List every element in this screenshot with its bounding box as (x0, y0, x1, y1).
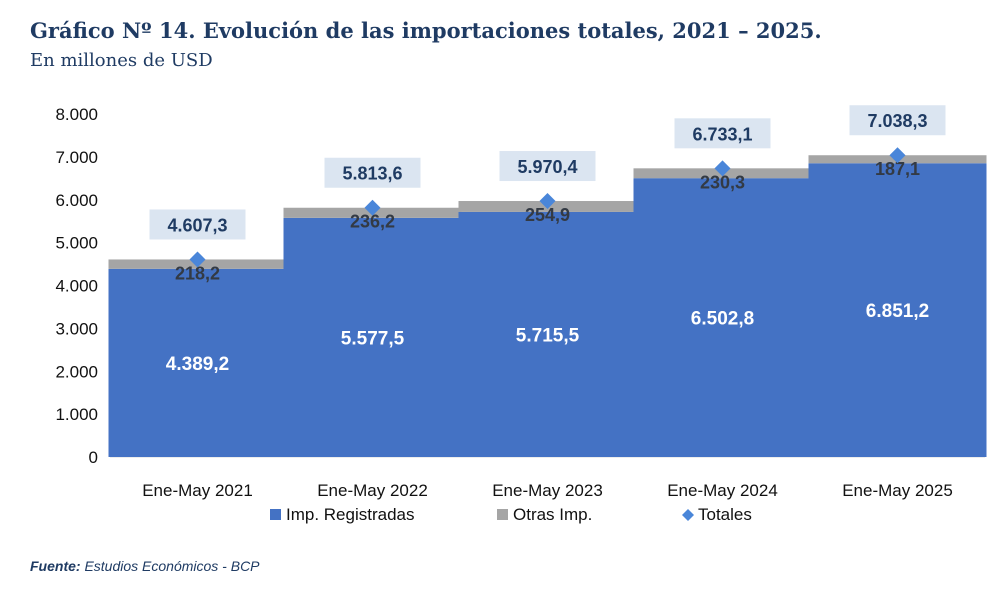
bar-value-label: 5.715,5 (516, 325, 580, 346)
other-value-label: 187,1 (875, 159, 920, 179)
legend-swatch-imp-registradas (270, 509, 281, 520)
x-category-label: Ene-May 2024 (667, 481, 778, 500)
legend-swatch-totales (682, 509, 694, 521)
y-tick-label: 5.000 (55, 234, 98, 253)
bar-value-label: 6.851,2 (866, 301, 929, 322)
source-note: Fuente: Estudios Económicos - BCP (30, 558, 260, 574)
total-label-box (849, 105, 946, 136)
y-tick-label: 7.000 (55, 148, 98, 167)
total-marker (189, 251, 206, 268)
total-label-box (149, 209, 246, 240)
total-marker (539, 193, 556, 210)
total-label-box (324, 157, 421, 188)
x-category-label: Ene-May 2025 (842, 481, 953, 500)
bar-imp-registradas (633, 178, 812, 457)
bar-value-label: 4.389,2 (166, 354, 229, 375)
chart-subtitle: En millones de USD (30, 50, 213, 71)
bar-value-label: 6.502,8 (691, 309, 754, 330)
legend-swatch-otras-imp (497, 509, 508, 520)
legend-label-otras-imp: Otras Imp. (513, 505, 592, 524)
bar-value-label: 5.577,5 (341, 328, 405, 349)
x-category-label: Ene-May 2021 (142, 481, 253, 500)
legend-label-imp-registradas: Imp. Registradas (286, 505, 415, 524)
other-value-label: 218,2 (175, 263, 220, 283)
other-value-label: 230,3 (700, 172, 745, 192)
other-value-label: 236,2 (350, 212, 395, 232)
total-value-label: 4.607,3 (167, 215, 227, 235)
y-tick-label: 6.000 (55, 191, 98, 210)
source-text: Estudios Económicos - BCP (84, 558, 260, 574)
y-tick-label: 2.000 (55, 362, 98, 381)
bar-imp-registradas (808, 163, 987, 457)
total-value-label: 7.038,3 (867, 111, 927, 131)
total-marker (714, 160, 731, 177)
bar-imp-registradas (458, 211, 637, 457)
total-value-label: 6.733,1 (692, 124, 752, 144)
total-label-box (499, 151, 596, 182)
other-value-label: 254,9 (525, 205, 570, 225)
total-marker (364, 199, 381, 216)
legend-label-totales: Totales (698, 505, 752, 524)
total-value-label: 5.813,6 (342, 164, 402, 184)
total-label-box (674, 118, 771, 149)
y-tick-label: 0 (89, 448, 98, 467)
total-marker (889, 147, 906, 164)
y-tick-label: 4.000 (55, 277, 98, 296)
bar-imp-registradas (283, 217, 462, 457)
bar-imp-registradas (108, 268, 287, 457)
x-category-label: Ene-May 2023 (492, 481, 603, 500)
total-value-label: 5.970,4 (517, 157, 577, 177)
chart-title: Gráfico Nº 14. Evolución de las importac… (30, 18, 822, 43)
y-tick-label: 8.000 (55, 105, 98, 124)
y-tick-label: 1.000 (55, 405, 98, 424)
x-category-label: Ene-May 2022 (317, 481, 428, 500)
source-label: Fuente: (30, 558, 81, 574)
y-tick-label: 3.000 (55, 319, 98, 338)
